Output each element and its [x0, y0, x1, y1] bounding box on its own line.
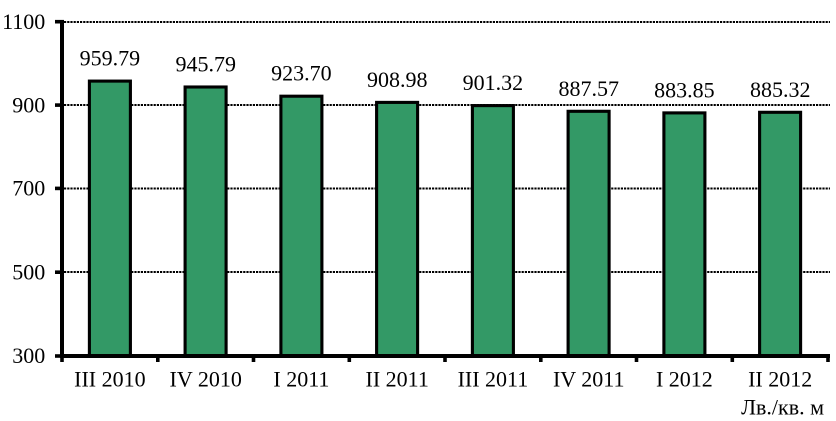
svg-text:IV 2011: IV 2011: [553, 367, 625, 392]
svg-text:Лв./кв. м: Лв./кв. м: [741, 394, 824, 419]
svg-text:901.32: 901.32: [463, 70, 524, 95]
svg-text:908.98: 908.98: [367, 67, 428, 92]
svg-text:II 2011: II 2011: [366, 367, 429, 392]
svg-text:500: 500: [12, 259, 45, 284]
svg-text:II 2012: II 2012: [748, 367, 812, 392]
svg-text:887.57: 887.57: [558, 76, 619, 101]
svg-text:1100: 1100: [2, 9, 45, 34]
svg-text:300: 300: [12, 343, 45, 368]
svg-text:700: 700: [12, 176, 45, 201]
svg-text:923.70: 923.70: [271, 61, 332, 86]
svg-text:I 2011: I 2011: [273, 367, 329, 392]
svg-text:945.79: 945.79: [175, 52, 236, 77]
svg-text:III 2011: III 2011: [458, 367, 529, 392]
svg-text:IV 2010: IV 2010: [170, 367, 242, 392]
svg-text:900: 900: [12, 92, 45, 117]
svg-text:I 2012: I 2012: [656, 367, 713, 392]
svg-text:III 2010: III 2010: [74, 367, 145, 392]
svg-text:885.32: 885.32: [750, 77, 811, 102]
svg-text:883.85: 883.85: [654, 77, 715, 102]
svg-text:959.79: 959.79: [80, 46, 141, 71]
